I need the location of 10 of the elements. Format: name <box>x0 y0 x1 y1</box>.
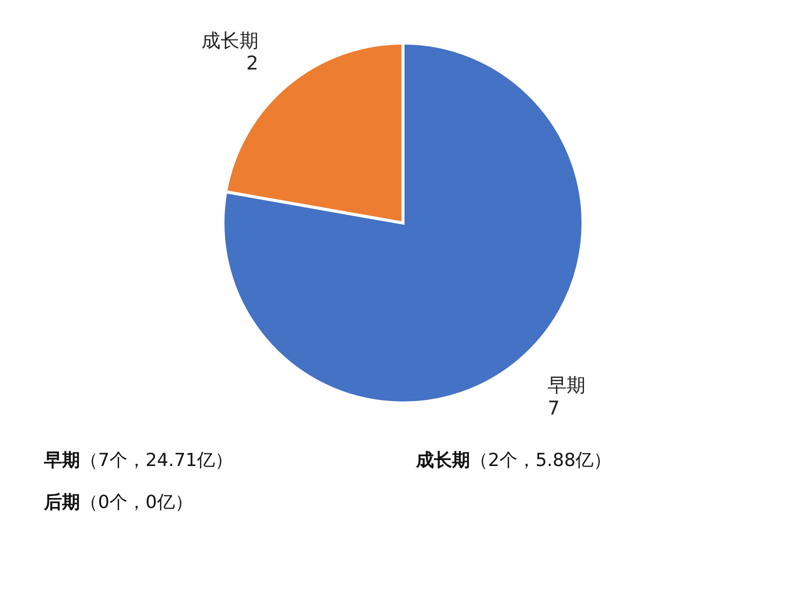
slice-label: 成长期 <box>201 30 258 52</box>
slice-label: 早期 <box>548 374 586 397</box>
data-label: 2 <box>246 52 258 75</box>
category-label: 成长期 <box>416 450 470 471</box>
category-label: 后期 <box>44 492 80 513</box>
text: （2个，5.88亿） <box>470 450 612 471</box>
text: （7个，24.71亿） <box>80 450 233 471</box>
text: （0个，0亿） <box>80 492 193 513</box>
data-label: 7 <box>548 397 560 420</box>
category-label: 早期 <box>44 450 80 471</box>
